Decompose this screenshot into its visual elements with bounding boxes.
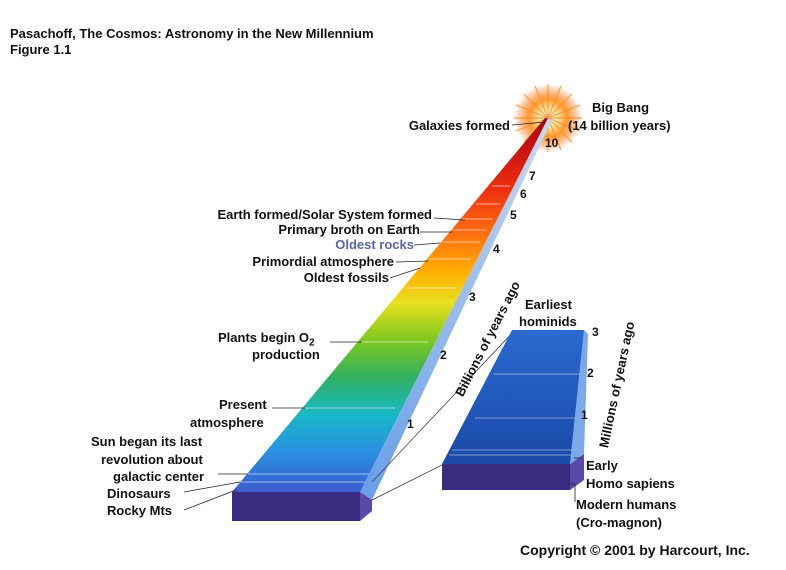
tick-2-billion: 2 bbox=[440, 348, 447, 362]
right-block-top bbox=[442, 330, 584, 464]
earliest-label: Earliest bbox=[525, 297, 572, 312]
big-bang-age-label: (14 billion years) bbox=[568, 118, 671, 133]
right-pointers bbox=[570, 457, 582, 502]
primordial-atmosphere-label: Primordial atmosphere bbox=[252, 254, 394, 269]
connector-lines bbox=[371, 329, 516, 501]
primary-broth-label: Primary broth on Earth bbox=[278, 222, 420, 237]
oldest-fossils-label: Oldest fossils bbox=[303, 270, 389, 285]
tick-7-billion: 7 bbox=[529, 169, 536, 183]
tick-3-million: 3 bbox=[592, 325, 599, 339]
copyright: Copyright © 2001 by Harcourt, Inc. bbox=[520, 542, 750, 558]
atmosphere-label: atmosphere bbox=[190, 415, 264, 430]
modern-humans-label: Modern humans bbox=[576, 497, 677, 512]
sun-line2-label: revolution about bbox=[101, 452, 203, 467]
tick-1-million: 1 bbox=[581, 408, 588, 422]
cro-magnon-label: (Cro-magnon) bbox=[576, 515, 662, 530]
ramp-side-face bbox=[360, 118, 552, 500]
sun-line3-label: galactic center bbox=[113, 469, 205, 484]
tick-2-million: 2 bbox=[587, 366, 594, 380]
tick-3-billion: 3 bbox=[469, 290, 476, 304]
right-block-side bbox=[570, 454, 584, 490]
big-bang-label: Big Bang bbox=[592, 100, 650, 115]
ramp-top-face bbox=[232, 118, 548, 492]
tick-10-billion: 10 bbox=[545, 136, 559, 150]
rocky-mts-label: Rocky Mts bbox=[107, 503, 173, 518]
plants-o2-label: Plants begin O2 bbox=[218, 330, 315, 349]
present-label: Present bbox=[219, 397, 267, 412]
right-block-right-face bbox=[570, 330, 588, 464]
figure-number: Figure 1.1 bbox=[10, 42, 72, 57]
plants-production-label: production bbox=[252, 347, 320, 362]
hominids-label: hominids bbox=[519, 314, 577, 329]
dinosaurs-label: Dinosaurs bbox=[107, 486, 171, 501]
sun-line1-label: Sun began its last bbox=[91, 434, 203, 449]
tick-6-billion: 6 bbox=[520, 187, 527, 201]
right-block-lines bbox=[449, 373, 580, 456]
early-label: Early bbox=[586, 458, 618, 473]
tick-1-billion: 1 bbox=[407, 417, 414, 431]
homo-sapiens-label: Homo sapiens bbox=[586, 476, 675, 491]
oldest-rocks-label: Oldest rocks bbox=[335, 237, 414, 252]
header-title: Pasachoff, The Cosmos: Astronomy in the … bbox=[10, 26, 374, 41]
ramp-epoch-lines bbox=[241, 185, 510, 483]
o2-subscript: 2 bbox=[309, 337, 315, 349]
label-pointers bbox=[183, 121, 546, 511]
ramp-base-front bbox=[232, 492, 360, 521]
tick-5-billion: 5 bbox=[510, 208, 517, 222]
tick-4-billion: 4 bbox=[493, 242, 500, 256]
right-block-front bbox=[442, 464, 570, 490]
earth-formed-label: Earth formed/Solar System formed bbox=[217, 207, 432, 222]
galaxies-formed-label: Galaxies formed bbox=[408, 118, 510, 133]
